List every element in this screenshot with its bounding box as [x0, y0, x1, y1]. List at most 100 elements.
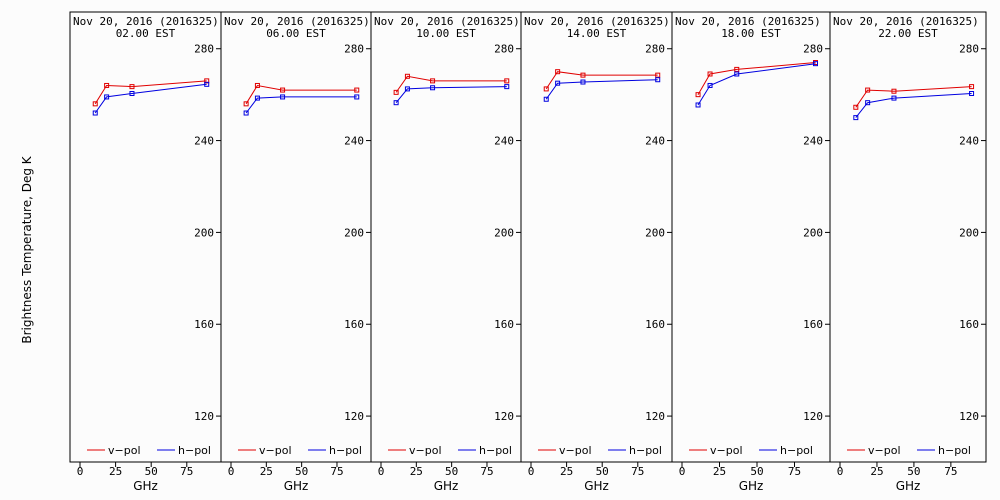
data-point — [865, 100, 871, 106]
series-line-h-pol — [94, 83, 207, 114]
x-axis-label: GHz — [434, 479, 459, 493]
legend-h-pol-label: h−pol — [629, 444, 662, 457]
data-point — [695, 102, 701, 108]
data-point — [734, 71, 740, 77]
data-point — [969, 91, 975, 97]
data-point — [655, 77, 661, 83]
data-point — [243, 110, 249, 116]
series-line-v-pol — [545, 71, 658, 90]
y-tick-label: 200 — [803, 226, 823, 239]
panel-3: Nov 20, 2016 (2016325)10.00 EST 120 160 200… — [370, 11, 522, 493]
x-axis-label: GHz — [739, 479, 764, 493]
panel-time: 22.00 EST — [878, 27, 938, 40]
data-point — [354, 94, 360, 100]
series-line-v-pol — [855, 86, 972, 108]
x-axis-label: GHz — [896, 479, 921, 493]
data-point — [543, 86, 549, 92]
x-tick-label: 25 — [713, 465, 726, 478]
data-point — [655, 72, 661, 78]
x-tick-label: 50 — [445, 465, 458, 478]
x-tick-label: 75 — [480, 465, 493, 478]
panel-title: Nov 20, 2016 (2016325) — [524, 15, 670, 28]
data-point — [555, 80, 561, 86]
y-tick-label: 280 — [494, 43, 514, 56]
legend-h-pol-label: h−pol — [329, 444, 362, 457]
series-line-h-pol — [855, 93, 972, 118]
panel-title: Nov 20, 2016 (2016325) — [73, 15, 219, 28]
x-tick-label: 0 — [378, 465, 385, 478]
y-tick-label: 160 — [645, 318, 665, 331]
series-line-h-pol — [697, 63, 816, 106]
y-tick-label: 120 — [344, 410, 364, 423]
y-tick-label: 280 — [344, 43, 364, 56]
legend-h-pol-label: h−pol — [938, 444, 971, 457]
y-tick-label: 160 — [803, 318, 823, 331]
y-tick-label: 240 — [194, 135, 214, 148]
y-tick-label: 120 — [645, 410, 665, 423]
panel-time: 06.00 EST — [266, 27, 326, 40]
y-tick-label: 240 — [959, 135, 979, 148]
x-tick-label: 0 — [77, 465, 84, 478]
data-point — [891, 88, 897, 94]
y-tick-label: 240 — [803, 135, 823, 148]
legend-h-pol-label: h−pol — [178, 444, 211, 457]
data-point — [393, 89, 399, 95]
y-tick-label: 160 — [344, 318, 364, 331]
x-tick-label: 25 — [109, 465, 122, 478]
panel-frame — [829, 11, 987, 463]
panel-time: 18.00 EST — [721, 27, 781, 40]
data-point — [734, 66, 740, 72]
data-point — [707, 71, 713, 77]
x-tick-label: 75 — [788, 465, 801, 478]
data-point — [104, 82, 110, 88]
panel-2: Nov 20, 2016 (2016325)06.00 EST 120 160 200… — [220, 11, 372, 493]
data-point — [243, 101, 249, 107]
x-axis-label: GHz — [584, 479, 609, 493]
data-point — [204, 78, 210, 84]
legend-v-pol-label: v−pol — [868, 444, 901, 457]
legend-h-pol-label: h−pol — [780, 444, 813, 457]
data-point — [580, 72, 586, 78]
data-point — [404, 86, 410, 92]
x-tick-label: 75 — [180, 465, 193, 478]
y-tick-label: 200 — [494, 226, 514, 239]
y-tick-label: 160 — [494, 318, 514, 331]
panel-5: Nov 20, 2016 (2016325)18.00 EST 120 160 200… — [671, 11, 831, 493]
panel-6: Nov 20, 2016 (2016325)22.00 EST 120 160 200… — [829, 11, 987, 493]
panel-1: Nov 20, 2016 (2016325)02.00 EST 120 160 200… — [69, 11, 222, 493]
data-point — [504, 84, 510, 90]
x-tick-label: 50 — [145, 465, 158, 478]
y-tick-label: 280 — [959, 43, 979, 56]
x-tick-label: 75 — [944, 465, 957, 478]
y-tick-label: 160 — [959, 318, 979, 331]
x-axis-label: GHz — [284, 479, 309, 493]
data-point — [393, 100, 399, 106]
data-point — [92, 110, 98, 116]
panels: Nov 20, 2016 (2016325)02.00 EST120160200… — [69, 11, 987, 493]
data-point — [853, 104, 859, 110]
data-point — [865, 87, 871, 93]
legend-h-pol-label: h−pol — [479, 444, 512, 457]
x-tick-label: 0 — [228, 465, 235, 478]
series-line-h-pol — [395, 86, 507, 104]
y-axis-label: Brightness Temperature, Deg K — [20, 155, 34, 343]
data-point — [580, 79, 586, 85]
x-tick-label: 25 — [410, 465, 423, 478]
x-tick-label: 50 — [907, 465, 920, 478]
panel-time: 10.00 EST — [416, 27, 476, 40]
data-point — [129, 91, 135, 97]
data-point — [129, 84, 135, 90]
data-point — [695, 92, 701, 98]
data-point — [430, 85, 436, 91]
data-point — [891, 95, 897, 101]
data-point — [969, 84, 975, 90]
x-tick-label: 0 — [679, 465, 686, 478]
x-tick-label: 75 — [330, 465, 343, 478]
data-point — [555, 69, 561, 75]
y-tick-label: 240 — [344, 135, 364, 148]
legend-v-pol-label: v−pol — [108, 444, 141, 457]
y-tick-label: 200 — [344, 226, 364, 239]
data-point — [813, 61, 818, 67]
y-tick-label: 280 — [803, 43, 823, 56]
legend-v-pol-label: v−pol — [710, 444, 743, 457]
